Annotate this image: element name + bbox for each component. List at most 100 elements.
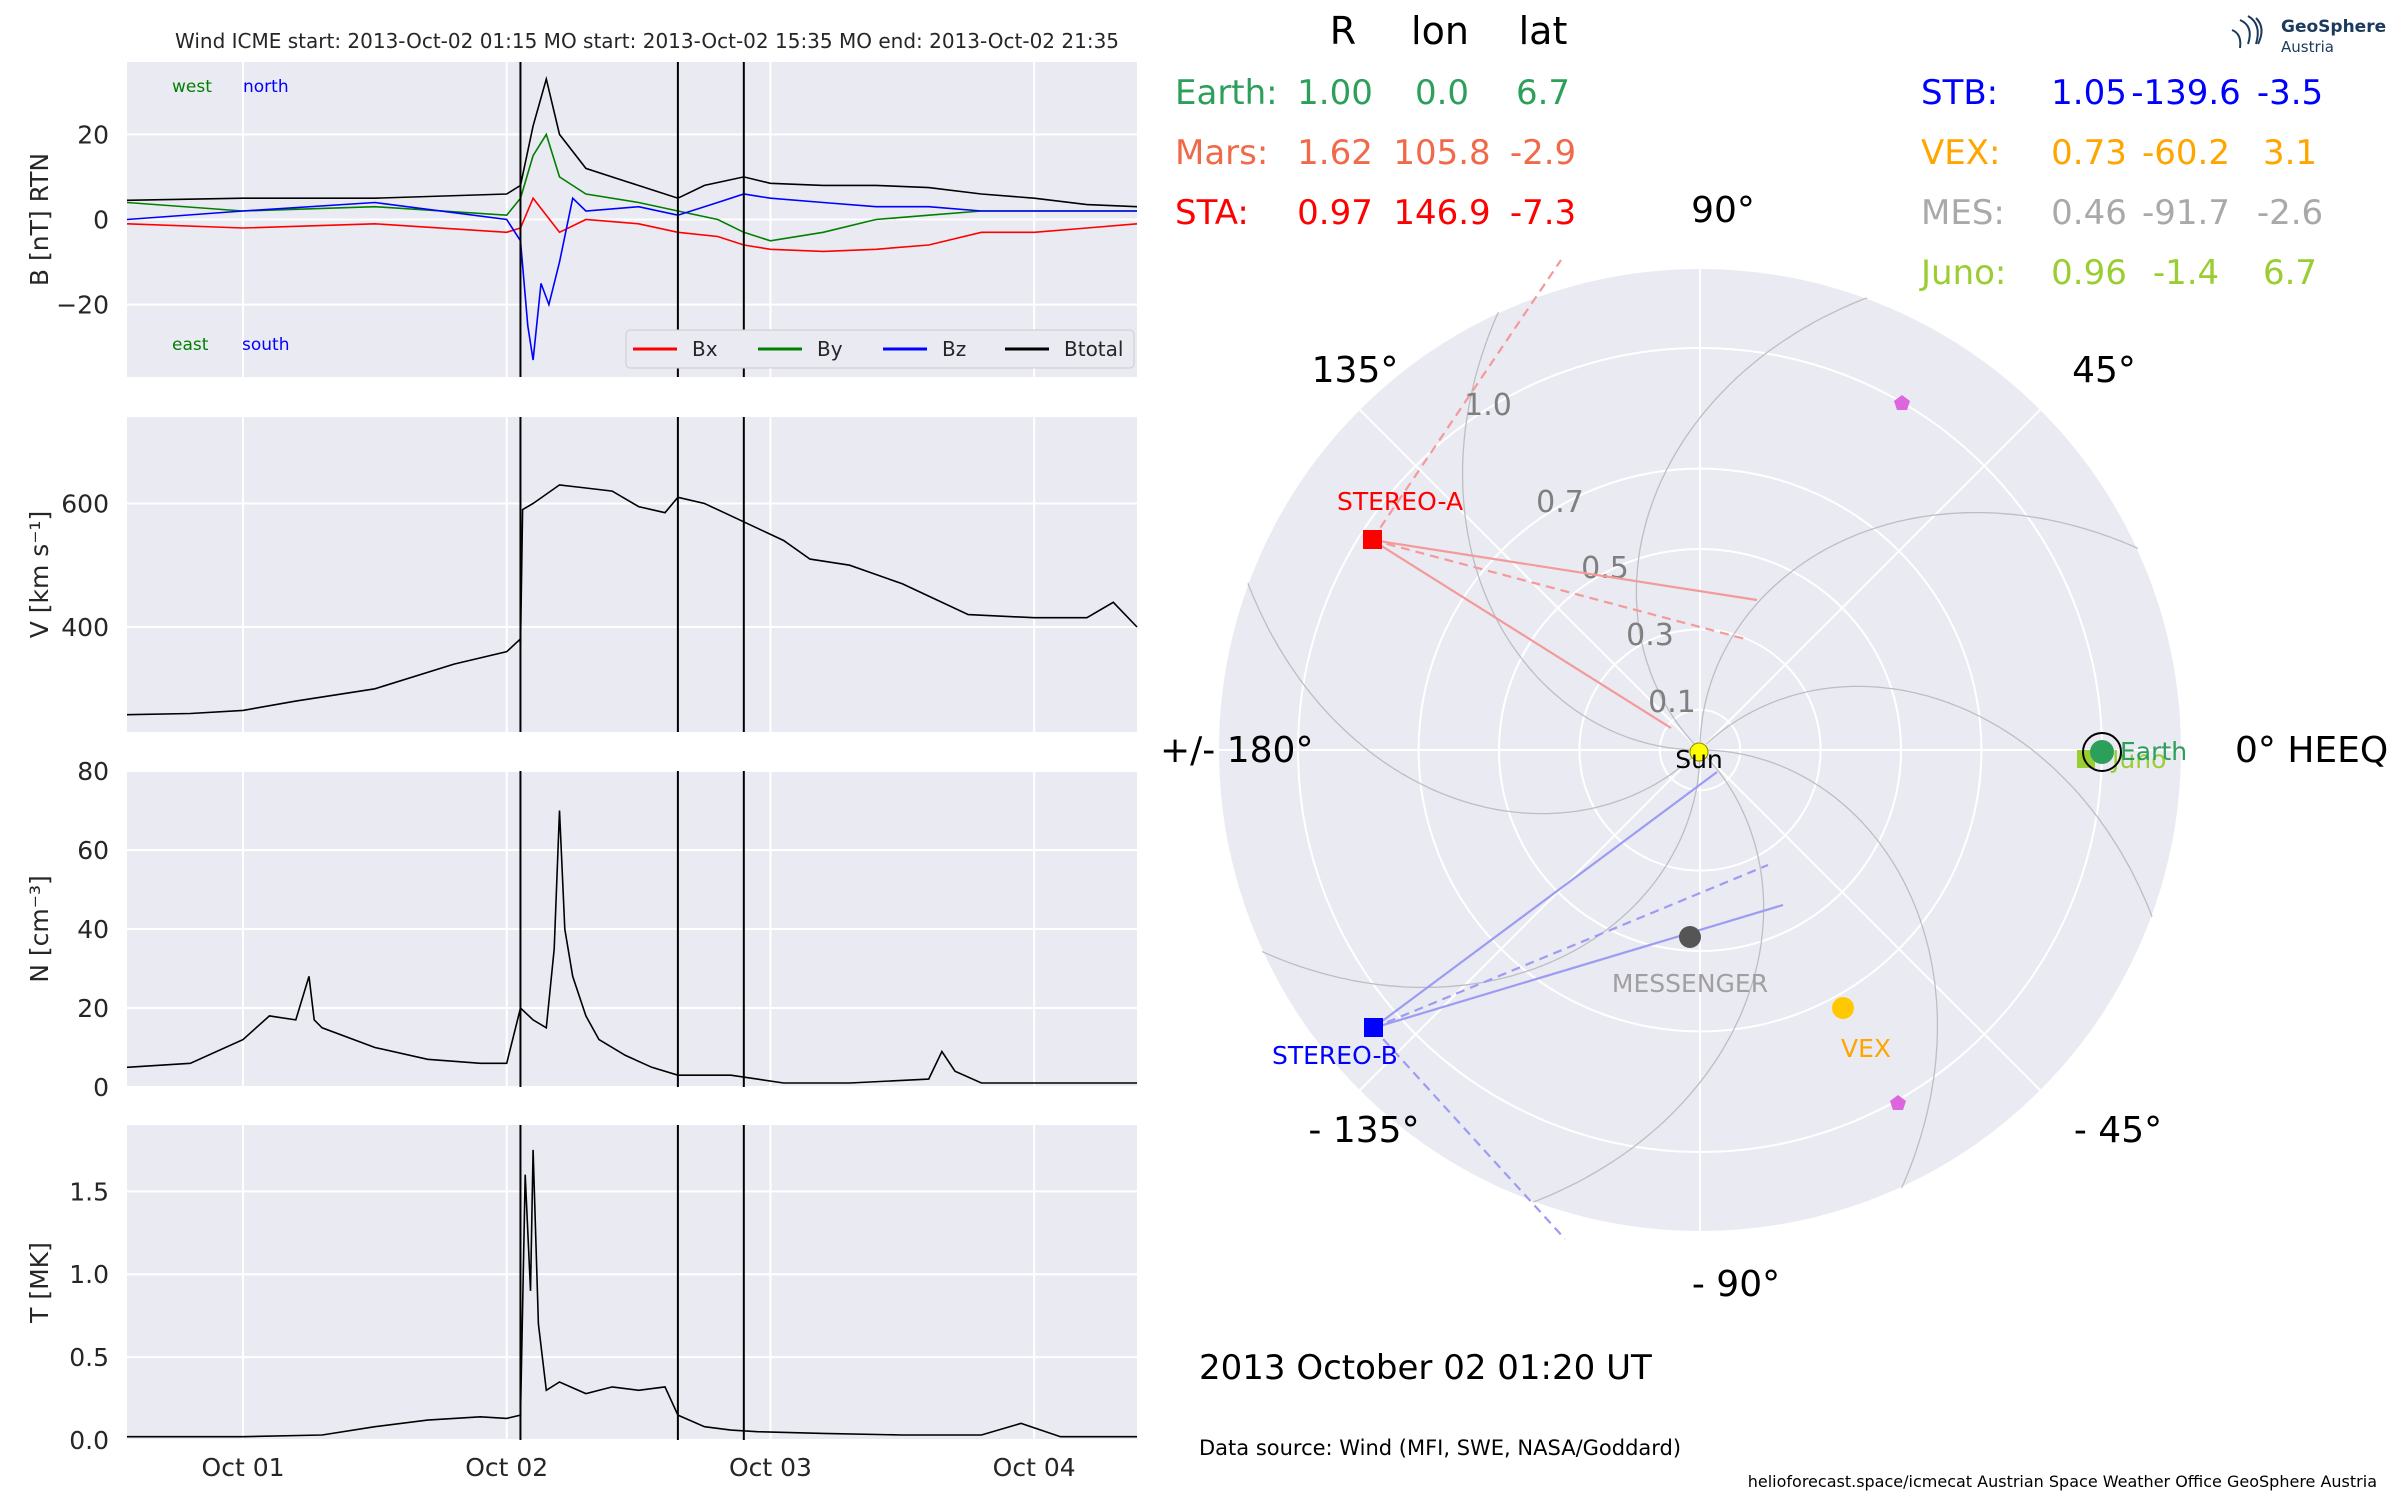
table-cell-lon: -139.6 bbox=[2131, 73, 2241, 113]
legend-by-label: By bbox=[817, 337, 843, 361]
table-cell-R: 1.00 bbox=[1297, 73, 1373, 113]
table-cell-R: 1.62 bbox=[1297, 133, 1373, 173]
table-cell-lat: 3.1 bbox=[2263, 133, 2317, 173]
table-cell-lon: -60.2 bbox=[2142, 133, 2230, 173]
series-n bbox=[126, 810, 1137, 1084]
y-axis-label: N [cm⁻³] bbox=[25, 875, 54, 982]
table-cell-name: STA: bbox=[1175, 193, 1249, 233]
radial-label-0-7: 0.7 bbox=[1536, 485, 1584, 520]
mars-marker bbox=[1894, 395, 1910, 410]
y-axis-label: V [km s⁻¹] bbox=[25, 511, 54, 639]
sta-fov-dash-outer bbox=[1371, 259, 1562, 541]
angle-label-0: 0° HEEQ bbox=[2235, 730, 2388, 771]
footer-credits: helioforecast.space/icmecat Austrian Spa… bbox=[1748, 1472, 2377, 1491]
y-tick-label: 80 bbox=[77, 757, 109, 786]
temperature-panel: 0.0 0.5 1.0 1.5 T [MK] Oct 01 Oct 02 Oct 03 Oct … bbox=[25, 1125, 1137, 1482]
series-btotal bbox=[126, 75, 1138, 208]
sta-fov-line-1 bbox=[1371, 538, 1758, 602]
series-bz bbox=[126, 193, 1137, 361]
stereo-b-hi-lines bbox=[1372, 771, 1784, 1240]
parker-spiral-line bbox=[1461, 268, 1693, 751]
angle-spoke bbox=[1358, 408, 1701, 751]
parker-spirals bbox=[1218, 268, 2182, 1232]
angle-spoke bbox=[1699, 408, 2042, 751]
spiral-group bbox=[1218, 268, 2182, 1232]
polar-plot: 0.1 0.3 0.5 0.7 1.0 90° 45° 135° +/- 180… bbox=[1160, 190, 2388, 1305]
south-annotation: south bbox=[242, 335, 289, 355]
table-cell-lat: -2.9 bbox=[1510, 133, 1576, 173]
y-tick-label: 0.5 bbox=[69, 1343, 109, 1372]
series-v bbox=[126, 484, 1138, 716]
stb-fov-dash-inner bbox=[1372, 863, 1769, 1030]
parker-spiral-line bbox=[1218, 757, 1701, 989]
density-panel: 0 20 40 60 80 N [cm⁻³] bbox=[25, 757, 1137, 1102]
table-cell-R: 0.46 bbox=[2051, 193, 2127, 233]
geosphere-logo: GeoSphere Austria bbox=[2231, 15, 2386, 56]
parker-spiral-line bbox=[1707, 749, 1939, 1232]
angle-spoke bbox=[1699, 749, 2042, 1092]
y-axis-label: B [nT] RTN bbox=[25, 153, 54, 286]
table-cell-lon: -91.7 bbox=[2142, 193, 2230, 233]
table-cell-lat: -7.3 bbox=[1510, 193, 1576, 233]
vex-marker bbox=[1832, 997, 1854, 1019]
table-cell-name: Earth: bbox=[1175, 73, 1278, 113]
table-cell-lon: 0.0 bbox=[1415, 73, 1469, 113]
mars-marker-secondary bbox=[1890, 1095, 1906, 1110]
table-cell-name: Mars: bbox=[1175, 133, 1268, 173]
y-tick-label: 400 bbox=[61, 613, 109, 642]
stereo-a-hi-lines bbox=[1371, 259, 1758, 729]
table-cell-R: 1.05 bbox=[2051, 73, 2127, 113]
table-cell-lon: 146.9 bbox=[1393, 193, 1490, 233]
table-cell-name: VEX: bbox=[1921, 133, 2001, 173]
radial-label-0-3: 0.3 bbox=[1626, 618, 1674, 653]
position-table-header: R lon lat bbox=[1330, 9, 1568, 53]
radial-label-0-5: 0.5 bbox=[1581, 551, 1629, 586]
stereo-a-label: STEREO-A bbox=[1337, 487, 1463, 516]
table-cell-lat: 6.7 bbox=[1516, 73, 1570, 113]
legend-bz-label: Bz bbox=[942, 337, 966, 361]
date-time-label: 2013 October 02 01:20 UT bbox=[1199, 1348, 1652, 1388]
table-cell-R: 0.96 bbox=[2051, 253, 2127, 293]
radial-label-0-1: 0.1 bbox=[1648, 685, 1696, 720]
stb-fov-dash-outer bbox=[1372, 1027, 1566, 1240]
sun-marker bbox=[1689, 742, 1709, 762]
sta-fov-line-2 bbox=[1371, 539, 1672, 729]
x-tick-label: Oct 03 bbox=[729, 1453, 812, 1482]
series-t bbox=[127, 1149, 1137, 1438]
x-tick-label: Oct 04 bbox=[993, 1453, 1076, 1482]
earth-marker bbox=[2090, 740, 2114, 764]
angle-spoke bbox=[1358, 749, 1701, 1092]
table-cell-lon: -1.4 bbox=[2153, 253, 2219, 293]
angle-label-minus-135: - 135° bbox=[1308, 1110, 1419, 1151]
y-tick-label: 60 bbox=[77, 836, 109, 865]
logo-name: GeoSphere bbox=[2281, 17, 2386, 37]
col-lat-header: lat bbox=[1519, 9, 1568, 53]
y-tick-label: 0.0 bbox=[69, 1426, 109, 1455]
table-cell-lon: 105.8 bbox=[1393, 133, 1490, 173]
series-bx bbox=[126, 196, 1138, 253]
b-legend: Bx By Bz Btotal bbox=[625, 329, 1135, 369]
messenger-marker bbox=[1679, 926, 1701, 948]
logo-swirl-icon bbox=[2231, 15, 2263, 49]
vex-label: VEX bbox=[1841, 1034, 1891, 1063]
position-table-right: STB: 1.05 -139.6 -3.5 VEX: 0.73 -60.2 3.1 MES: 0.… bbox=[1919, 73, 2323, 293]
stereo-b-marker bbox=[1364, 1018, 1383, 1037]
sun-label: Sun bbox=[1675, 745, 1723, 774]
col-r-header: R bbox=[1330, 9, 1356, 53]
angle-label-45: 45° bbox=[2072, 350, 2136, 391]
angle-label-180: +/- 180° bbox=[1160, 730, 1313, 771]
table-cell-R: 0.97 bbox=[1297, 193, 1373, 233]
stereo-a-marker bbox=[1363, 530, 1382, 549]
y-tick-label: 0 bbox=[93, 206, 109, 235]
y-tick-label: −20 bbox=[56, 291, 109, 320]
stb-fov-line-1 bbox=[1372, 903, 1784, 1030]
west-annotation: west bbox=[172, 77, 212, 97]
east-annotation: east bbox=[172, 335, 209, 355]
table-cell-R: 0.73 bbox=[2051, 133, 2127, 173]
x-tick-label: Oct 01 bbox=[202, 1453, 285, 1482]
angle-label-minus-45: - 45° bbox=[2074, 1110, 2162, 1151]
table-cell-lat: -2.6 bbox=[2257, 193, 2323, 233]
earth-orbit-ring bbox=[2082, 732, 2122, 772]
parker-spiral-line bbox=[1635, 280, 1922, 745]
